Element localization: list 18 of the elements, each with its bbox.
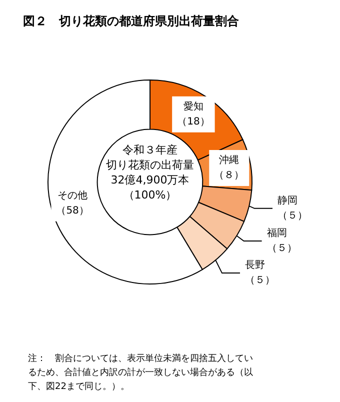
slice-label: 長野 — [244, 260, 265, 272]
text: 令和３年産 — [122, 144, 178, 156]
slice-label: 福岡 — [266, 227, 287, 240]
text: 切り花類の出荷量 — [106, 158, 194, 172]
data-label: （５） — [277, 210, 308, 222]
text: （100%） — [123, 188, 177, 202]
data-label: （５） — [266, 243, 297, 254]
text: 32億4,900万本 — [110, 174, 190, 186]
data-label: （５） — [244, 275, 275, 286]
data-label: （８） — [214, 170, 244, 182]
data-label: （58） — [56, 205, 89, 216]
chart-title: 図２ 切り花類の都道府県別出荷量割合 — [23, 14, 240, 28]
slice-label: 沖縄 — [219, 154, 240, 166]
data-label: （18） — [177, 116, 210, 128]
slice-label: 静岡 — [277, 194, 298, 206]
slice-label: 愛知 — [183, 100, 204, 112]
text: 注： 割合については、表示単位未満を四捨五入しているため、合計値と内訳の計が一致しない場合がある（以下、図22まで同じ。）。 — [28, 353, 253, 392]
slice-label: その他 — [58, 189, 88, 202]
